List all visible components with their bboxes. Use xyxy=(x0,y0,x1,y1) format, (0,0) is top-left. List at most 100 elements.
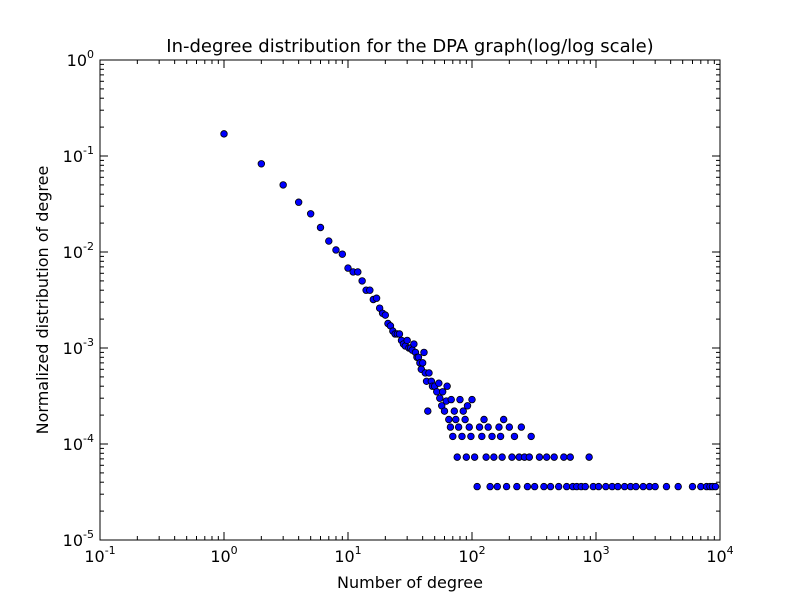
x-tick-label: 100 xyxy=(210,544,237,566)
data-point xyxy=(498,453,506,461)
data-point xyxy=(294,198,303,206)
data-point xyxy=(257,160,266,168)
y-axis-label: Normalized distribution of degree xyxy=(33,166,52,435)
data-point xyxy=(450,407,459,415)
data-point xyxy=(488,432,496,441)
data-point xyxy=(517,423,526,431)
data-point xyxy=(316,223,325,232)
x-tick-label: 103 xyxy=(582,544,609,566)
data-point xyxy=(453,453,461,461)
data-point xyxy=(490,453,498,461)
x-tick-label: 10-1 xyxy=(84,544,115,566)
data-point xyxy=(425,369,433,377)
data-point xyxy=(452,415,460,424)
data-point xyxy=(495,423,503,431)
data-point xyxy=(581,482,590,491)
data-point xyxy=(332,246,340,254)
data-point xyxy=(410,340,418,348)
data-point xyxy=(418,359,427,367)
data-point xyxy=(440,407,449,415)
data-point xyxy=(478,432,486,441)
data-point xyxy=(403,336,411,345)
data-point xyxy=(688,482,697,491)
data-point xyxy=(493,482,502,491)
data-point xyxy=(614,482,622,491)
data-point xyxy=(443,382,451,390)
data-point xyxy=(566,453,574,461)
data-point xyxy=(639,482,647,491)
data-point xyxy=(435,379,443,387)
x-tick-label: 104 xyxy=(706,544,733,566)
data-point xyxy=(473,482,481,491)
data-point xyxy=(530,482,539,491)
data-point xyxy=(594,482,603,491)
data-point xyxy=(554,482,563,491)
data-point xyxy=(535,453,544,461)
data-point xyxy=(540,482,548,491)
data-point xyxy=(496,432,505,441)
data-point xyxy=(381,311,390,319)
data-point xyxy=(542,453,551,461)
data-point xyxy=(366,286,374,294)
y-tick-label: 10-1 xyxy=(63,144,94,166)
data-point xyxy=(358,277,366,285)
data-point xyxy=(550,453,558,461)
data-point xyxy=(510,432,519,441)
data-point xyxy=(482,453,490,461)
data-point xyxy=(462,453,471,461)
data-point xyxy=(560,453,568,461)
data-point xyxy=(372,294,381,302)
chart-title: In-degree distribution for the DPA graph… xyxy=(166,36,653,57)
data-point xyxy=(465,423,473,431)
data-point xyxy=(585,453,593,461)
data-point xyxy=(447,395,455,404)
y-tick-label: 10-2 xyxy=(63,240,94,262)
data-point xyxy=(468,395,476,404)
data-point xyxy=(338,250,347,258)
data-point xyxy=(475,423,484,431)
x-axis-label: Number of degree xyxy=(337,573,483,592)
data-point xyxy=(662,482,671,491)
y-tick-label: 100 xyxy=(67,48,94,70)
data-point xyxy=(674,482,682,491)
data-point xyxy=(456,395,464,404)
data-point xyxy=(424,407,432,415)
data-point xyxy=(445,415,453,424)
data-point xyxy=(420,348,428,357)
data-points xyxy=(220,130,720,491)
y-tick-label: 10-3 xyxy=(63,336,94,358)
data-point xyxy=(562,482,571,491)
data-point xyxy=(502,482,511,491)
data-point xyxy=(527,432,535,441)
x-tick-label: 102 xyxy=(458,544,485,566)
plot-area-frame xyxy=(99,59,721,541)
data-point xyxy=(546,482,555,491)
data-point xyxy=(632,482,640,491)
data-point xyxy=(344,264,352,272)
data-point xyxy=(711,482,720,491)
data-point xyxy=(458,432,466,441)
data-point xyxy=(508,453,516,461)
data-point xyxy=(486,482,494,491)
data-point xyxy=(513,482,521,491)
data-point xyxy=(480,415,488,424)
x-tick-label: 101 xyxy=(334,544,361,566)
data-point xyxy=(395,330,404,338)
data-point xyxy=(279,181,287,189)
data-point xyxy=(325,237,333,245)
data-point xyxy=(220,130,228,138)
data-point xyxy=(651,482,659,491)
data-point xyxy=(436,394,444,402)
data-point xyxy=(484,423,492,431)
data-point xyxy=(470,453,479,461)
data-point xyxy=(449,432,457,441)
data-point xyxy=(505,423,514,431)
data-point xyxy=(461,415,469,424)
y-tick-label: 10-4 xyxy=(63,432,94,454)
data-point xyxy=(306,210,315,218)
y-tick-label: 10-5 xyxy=(63,528,94,550)
data-point xyxy=(463,402,472,410)
data-point xyxy=(438,388,447,396)
